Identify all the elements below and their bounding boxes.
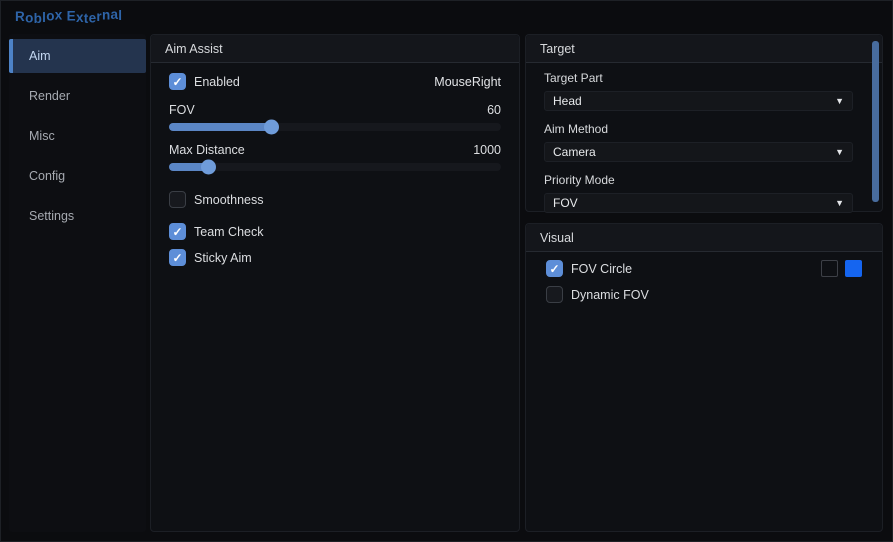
- panel-target: Target Target Part Head ▼ Aim Method: [525, 34, 883, 213]
- check-icon: ✓: [172, 250, 183, 265]
- app-title: Roblox External: [15, 6, 123, 26]
- fov-circle-swatches: [821, 260, 862, 277]
- aim-method-dropdown[interactable]: Camera ▼: [544, 142, 853, 162]
- aim-method-group: Aim Method Camera ▼: [544, 122, 853, 162]
- fov-slider-thumb[interactable]: [263, 119, 279, 135]
- sidebar-item-label: Aim: [29, 49, 51, 63]
- fov-slider-group: FOV 60: [169, 103, 501, 135]
- max-distance-slider-track[interactable]: [169, 159, 501, 175]
- smoothness-row: ✓ Smoothness: [169, 191, 501, 208]
- dropdown-value: FOV: [553, 196, 578, 210]
- enabled-row: ✓ Enabled MouseRight: [169, 73, 501, 90]
- content-area: Aim Render Misc Config Settings Aim Assi…: [1, 31, 892, 541]
- sidebar-item-label: Misc: [29, 129, 55, 143]
- sidebar-item-misc[interactable]: Misc: [9, 119, 146, 153]
- target-part-label: Target Part: [544, 71, 603, 85]
- chevron-down-icon: ▼: [835, 96, 844, 106]
- panel-target-header: Target: [526, 35, 882, 63]
- max-distance-slider-thumb[interactable]: [200, 159, 216, 175]
- color-swatch-outline[interactable]: [821, 260, 838, 277]
- check-icon: ✓: [172, 74, 183, 89]
- priority-mode-group: Priority Mode FOV ▼: [544, 173, 853, 213]
- target-part-group: Target Part Head ▼: [544, 71, 853, 111]
- panel-visual-header: Visual: [526, 224, 882, 252]
- panel-title: Target: [540, 41, 575, 56]
- fov-circle-label: FOV Circle: [571, 261, 633, 276]
- dropdown-value: Camera: [553, 145, 596, 159]
- slider-value: 60: [487, 103, 501, 117]
- panel-target-body: Target Part Head ▼ Aim Method Camera ▼: [526, 63, 882, 232]
- aim-method-label: Aim Method: [544, 122, 609, 136]
- enabled-label: Enabled: [194, 74, 240, 89]
- sticky-aim-row: ✓ Sticky Aim: [169, 249, 501, 266]
- sidebar-item-config[interactable]: Config: [9, 159, 146, 193]
- team-check-checkbox[interactable]: ✓: [169, 223, 186, 240]
- fov-circle-checkbox[interactable]: ✓: [546, 260, 563, 277]
- panel-aim-assist: Aim Assist ✓ Enabled MouseRight FOV 60: [150, 34, 520, 532]
- panel-visual: Visual ✓ FOV Circle: [525, 223, 883, 532]
- fov-slider-fill: [169, 119, 279, 135]
- fov-slider-track[interactable]: [169, 119, 501, 135]
- team-check-label: Team Check: [194, 224, 264, 239]
- check-icon: ✓: [172, 224, 183, 239]
- sidebar: Aim Render Misc Config Settings: [9, 34, 146, 532]
- check-icon: ✓: [549, 261, 560, 276]
- panel-aim-assist-header: Aim Assist: [151, 35, 519, 63]
- slider-value: 1000: [473, 143, 501, 157]
- sidebar-item-render[interactable]: Render: [9, 79, 146, 113]
- right-column: Target Target Part Head ▼ Aim Method: [525, 34, 883, 532]
- sticky-aim-checkbox[interactable]: ✓: [169, 249, 186, 266]
- sidebar-item-aim[interactable]: Aim: [9, 39, 146, 73]
- dynamic-fov-checkbox[interactable]: ✓: [546, 286, 563, 303]
- sidebar-item-label: Settings: [29, 209, 75, 223]
- color-swatch-blue[interactable]: [845, 260, 862, 277]
- slider-label: Max Distance: [169, 143, 245, 157]
- team-check-row: ✓ Team Check: [169, 223, 501, 240]
- dynamic-fov-row: ✓ Dynamic FOV: [546, 286, 862, 303]
- panel-title: Aim Assist: [165, 41, 223, 56]
- max-distance-slider-fill: [169, 159, 216, 175]
- slider-label: FOV: [169, 103, 195, 117]
- dynamic-fov-label: Dynamic FOV: [571, 287, 649, 302]
- sidebar-item-label: Render: [29, 89, 70, 103]
- enabled-checkbox[interactable]: ✓: [169, 73, 186, 90]
- dropdown-value: Head: [553, 94, 582, 108]
- smoothness-checkbox[interactable]: ✓: [169, 191, 186, 208]
- panel-visual-body: ✓ FOV Circle ✓ Dynam: [526, 252, 882, 320]
- priority-mode-dropdown[interactable]: FOV ▼: [544, 193, 853, 213]
- priority-mode-label: Priority Mode: [544, 173, 615, 187]
- panel-title: Visual: [540, 230, 574, 245]
- keybind-value[interactable]: MouseRight: [434, 74, 501, 89]
- chevron-down-icon: ▼: [835, 147, 844, 157]
- title-bar: Roblox External: [1, 1, 892, 31]
- target-part-dropdown[interactable]: Head ▼: [544, 91, 853, 111]
- scrollbar[interactable]: [872, 41, 879, 202]
- panel-aim-assist-body: ✓ Enabled MouseRight FOV 60: [151, 63, 519, 276]
- smoothness-label: Smoothness: [194, 192, 264, 207]
- main-area: Aim Assist ✓ Enabled MouseRight FOV 60: [150, 34, 883, 532]
- fov-circle-row: ✓ FOV Circle: [546, 260, 862, 277]
- max-distance-slider-group: Max Distance 1000: [169, 143, 501, 175]
- sidebar-item-settings[interactable]: Settings: [9, 199, 146, 233]
- sticky-aim-label: Sticky Aim: [194, 250, 252, 265]
- chevron-down-icon: ▼: [835, 198, 844, 208]
- sidebar-item-label: Config: [29, 169, 66, 183]
